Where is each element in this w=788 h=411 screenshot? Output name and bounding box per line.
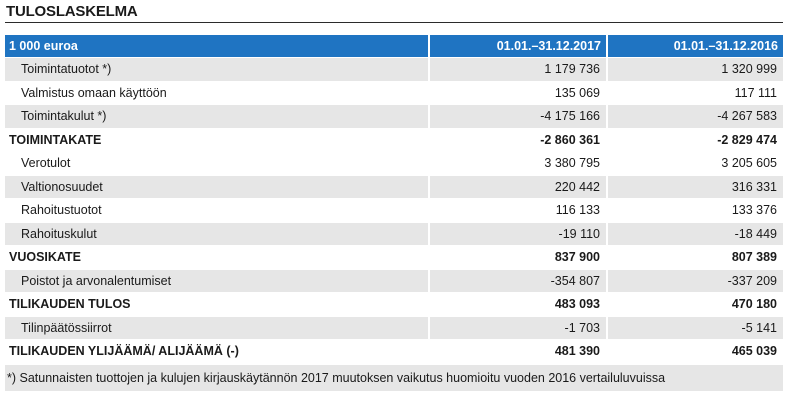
row-value-2016: 470 180 bbox=[606, 292, 783, 316]
row-value-2017: 116 133 bbox=[428, 198, 606, 222]
row-value-2016: 3 205 605 bbox=[606, 151, 783, 175]
row-value-2016: 117 111 bbox=[606, 80, 783, 104]
table-row: Rahoitustuotot 116 133 133 376 bbox=[5, 198, 783, 222]
page-title: TULOSLASKELMA bbox=[5, 0, 783, 23]
row-value-2017: 481 390 bbox=[428, 339, 606, 363]
row-label: Verotulot bbox=[5, 151, 428, 175]
row-label: Valmistus omaan käyttöön bbox=[5, 80, 428, 105]
row-value-2017: -1 703 bbox=[428, 315, 606, 339]
row-value-2016: 133 376 bbox=[606, 198, 783, 222]
income-statement: TULOSLASKELMA 1 000 euroa 01.01.–31.12.2… bbox=[5, 0, 783, 391]
table-row: Valtionosuudet 220 442 316 331 bbox=[5, 174, 783, 198]
table-row-total: TOIMINTAKATE -2 860 361 -2 829 474 bbox=[5, 127, 783, 152]
row-value-2017: 135 069 bbox=[428, 80, 606, 104]
row-value-2016: -4 267 583 bbox=[606, 104, 783, 128]
table-header-row: 1 000 euroa 01.01.–31.12.2017 01.01.–31.… bbox=[5, 35, 783, 57]
table-row-total: TILIKAUDEN TULOS 483 093 470 180 bbox=[5, 292, 783, 316]
table-row: Rahoituskulut -19 110 -18 449 bbox=[5, 221, 783, 245]
table-row: Verotulot 3 380 795 3 205 605 bbox=[5, 151, 783, 175]
row-label: VUOSIKATE bbox=[5, 245, 428, 269]
footnote: *) Satunnaisten tuottojen ja kulujen kir… bbox=[5, 364, 783, 391]
row-label: Toimintatuotot *) bbox=[5, 57, 428, 81]
row-value-2017: -19 110 bbox=[428, 221, 606, 245]
row-label: Rahoituskulut bbox=[5, 221, 428, 245]
row-label: Rahoitustuotot bbox=[5, 198, 428, 222]
row-value-2017: 220 442 bbox=[428, 174, 606, 198]
row-value-2017: 3 380 795 bbox=[428, 151, 606, 175]
row-label: Poistot ja arvonalentumiset bbox=[5, 268, 428, 292]
row-label: TILIKAUDEN YLIJÄÄMÄ/ ALIJÄÄMÄ (-) bbox=[5, 339, 428, 363]
income-statement-table: 1 000 euroa 01.01.–31.12.2017 01.01.–31.… bbox=[5, 35, 783, 363]
row-value-2017: -2 860 361 bbox=[428, 127, 606, 151]
row-value-2017: 837 900 bbox=[428, 245, 606, 269]
row-value-2016: 807 389 bbox=[606, 245, 783, 269]
row-value-2017: -4 175 166 bbox=[428, 104, 606, 128]
row-value-2016: 316 331 bbox=[606, 174, 783, 198]
row-value-2017: 1 179 736 bbox=[428, 57, 606, 81]
table-row-total: TILIKAUDEN YLIJÄÄMÄ/ ALIJÄÄMÄ (-) 481 39… bbox=[5, 339, 783, 363]
table-row: Toimintatuotot *) 1 179 736 1 320 999 bbox=[5, 57, 783, 81]
table-row: Poistot ja arvonalentumiset -354 807 -33… bbox=[5, 268, 783, 292]
header-unit: 1 000 euroa bbox=[5, 35, 428, 57]
row-value-2017: -354 807 bbox=[428, 268, 606, 292]
row-label: TILIKAUDEN TULOS bbox=[5, 292, 428, 316]
row-label: Tilinpäätössiirrot bbox=[5, 315, 428, 339]
row-value-2016: -18 449 bbox=[606, 221, 783, 245]
row-label: TOIMINTAKATE bbox=[5, 127, 428, 152]
row-value-2016: -337 209 bbox=[606, 268, 783, 292]
row-value-2016: -5 141 bbox=[606, 315, 783, 339]
row-label: Toimintakulut *) bbox=[5, 104, 428, 128]
header-period-2017: 01.01.–31.12.2017 bbox=[428, 35, 606, 57]
table-row: Toimintakulut *) -4 175 166 -4 267 583 bbox=[5, 104, 783, 128]
table-row: Tilinpäätössiirrot -1 703 -5 141 bbox=[5, 315, 783, 339]
row-value-2016: -2 829 474 bbox=[606, 127, 783, 151]
table-row: Valmistus omaan käyttöön 135 069 117 111 bbox=[5, 80, 783, 105]
table-row-total: VUOSIKATE 837 900 807 389 bbox=[5, 245, 783, 269]
row-value-2016: 1 320 999 bbox=[606, 57, 783, 81]
row-label: Valtionosuudet bbox=[5, 174, 428, 198]
header-period-2016: 01.01.–31.12.2016 bbox=[606, 35, 783, 57]
row-value-2016: 465 039 bbox=[606, 339, 783, 363]
row-value-2017: 483 093 bbox=[428, 292, 606, 316]
